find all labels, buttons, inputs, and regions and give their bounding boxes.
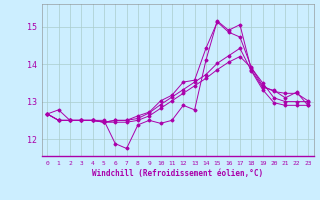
X-axis label: Windchill (Refroidissement éolien,°C): Windchill (Refroidissement éolien,°C): [92, 169, 263, 178]
